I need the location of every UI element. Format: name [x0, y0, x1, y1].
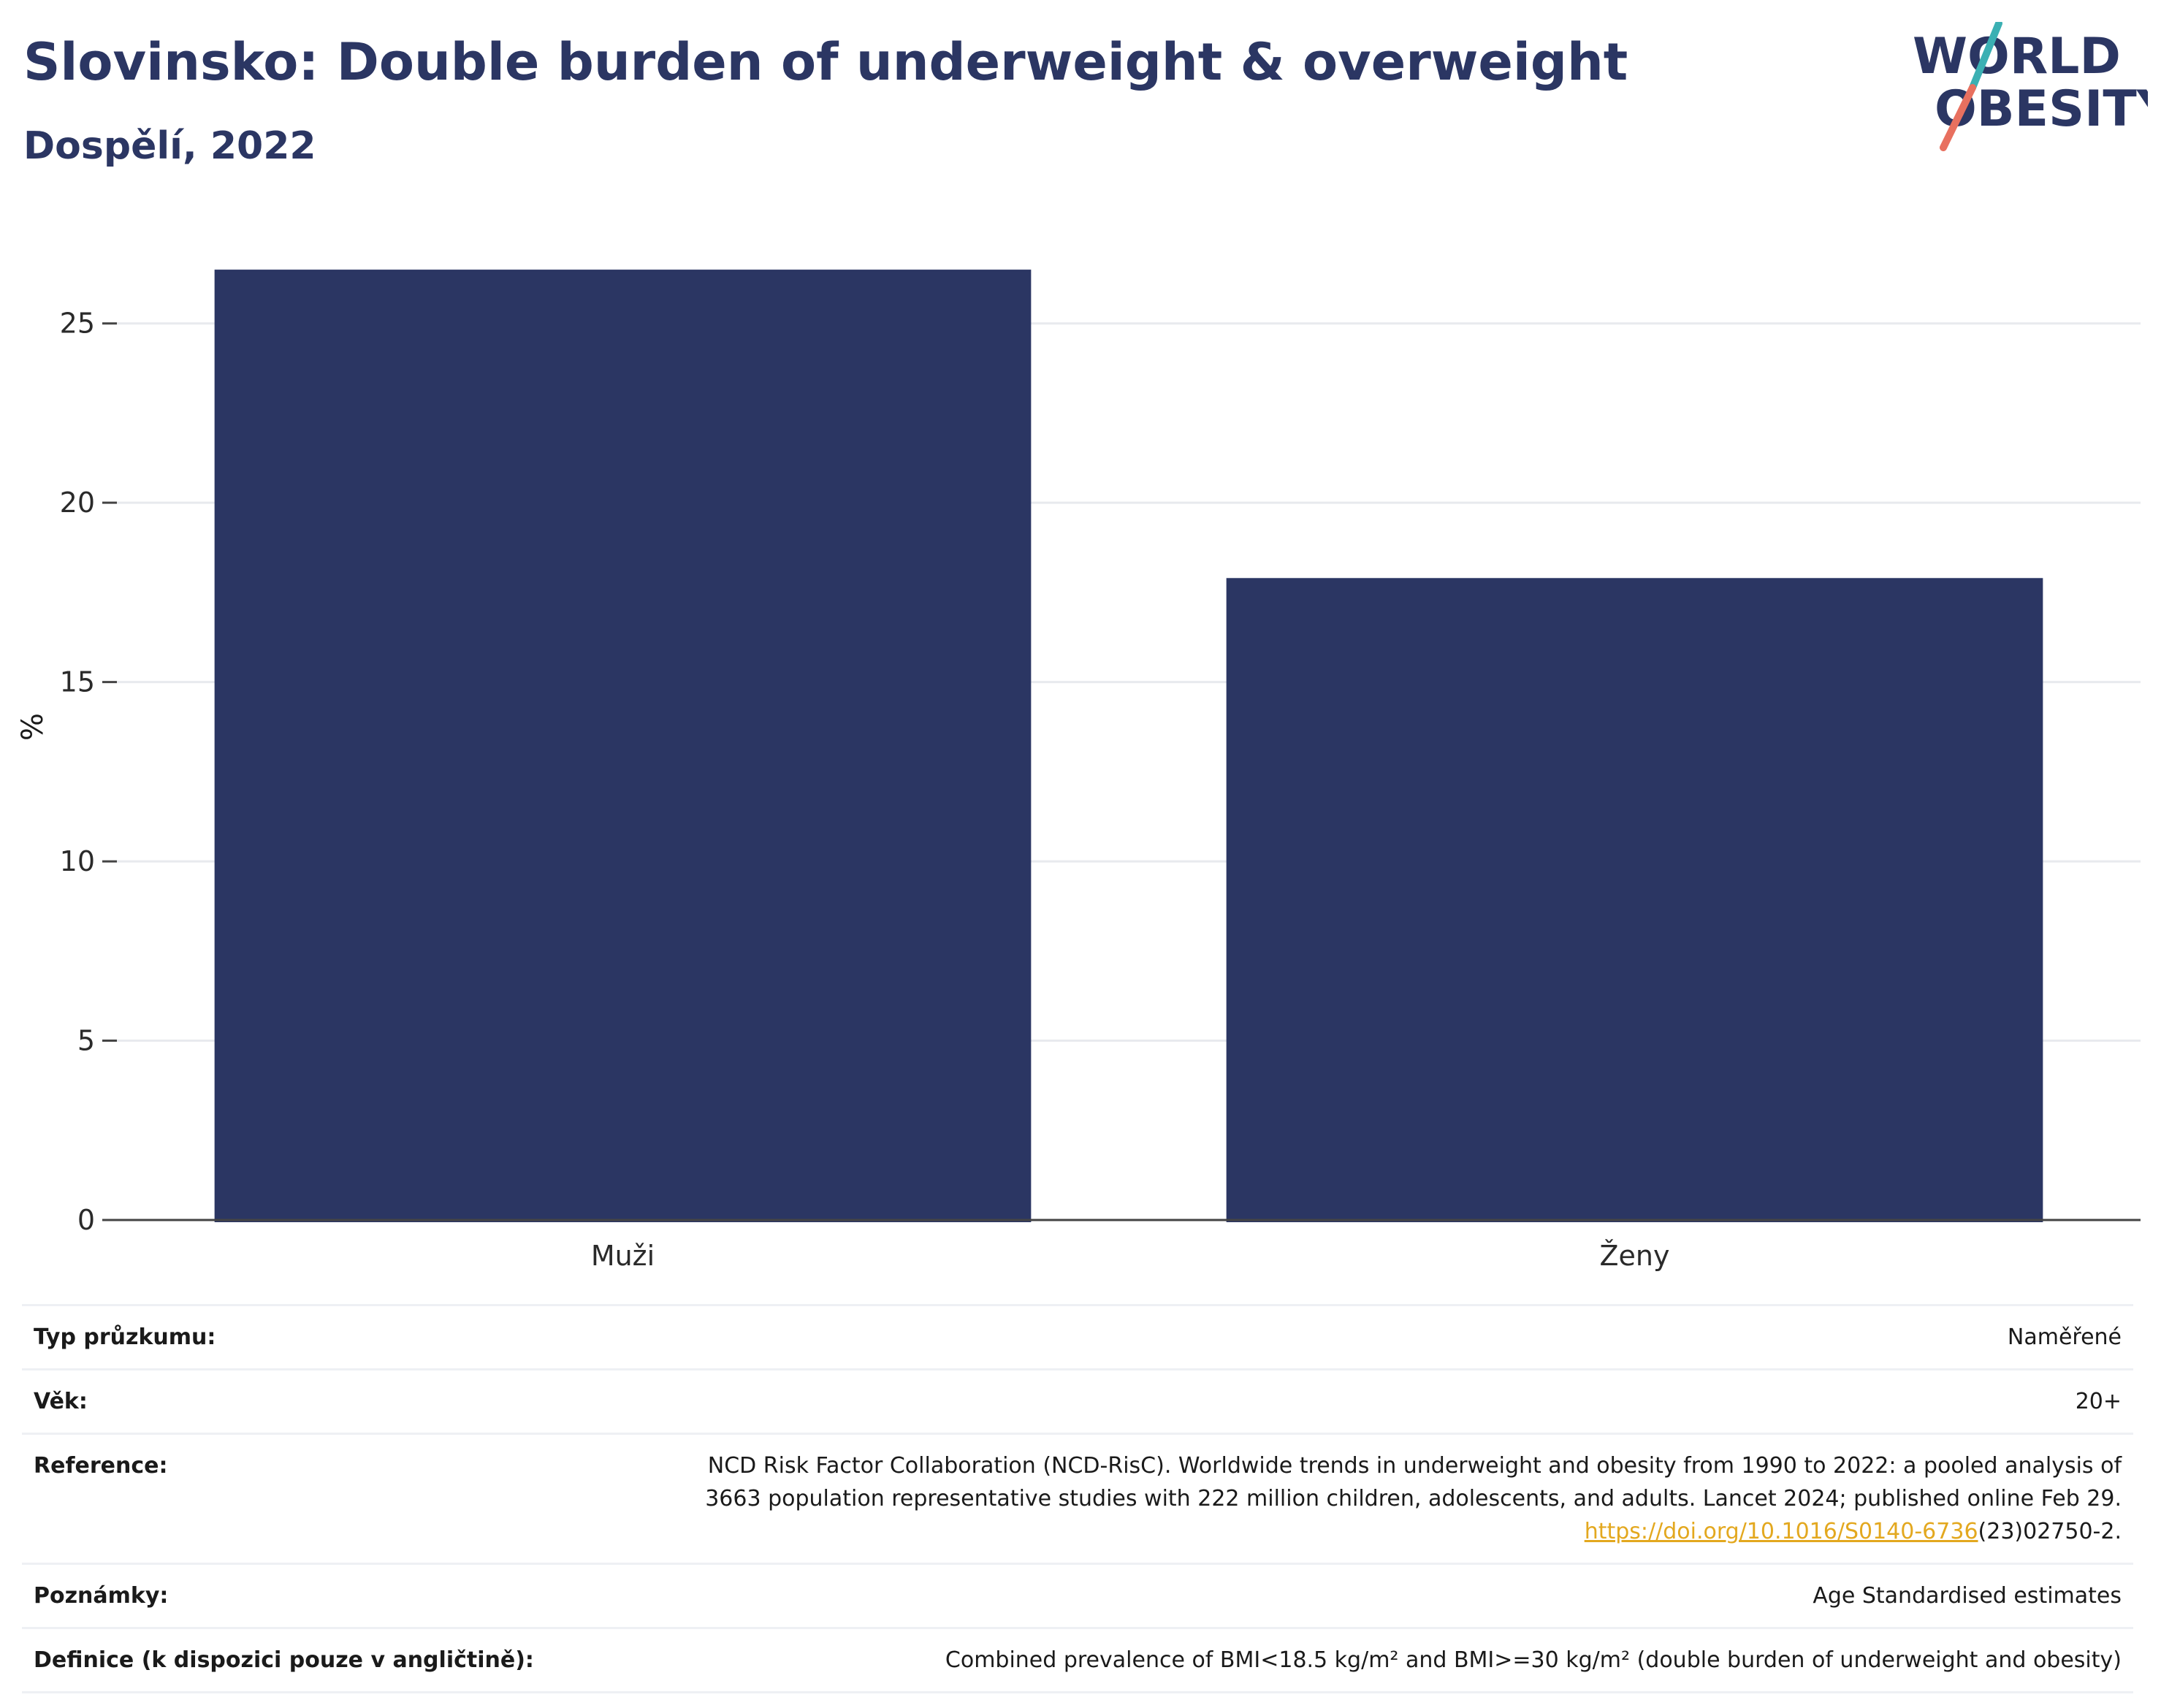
- logo-slash-teal: [1969, 22, 2002, 91]
- y-axis-title: %: [16, 713, 50, 741]
- bars: [214, 270, 2043, 1222]
- reference-doi-link[interactable]: https://doi.org/10.1016/S0140-6736: [1584, 1519, 1978, 1544]
- info-row-definition: Definice (k dispozici pouze v angličtině…: [22, 1627, 2133, 1693]
- age-label: Věk:: [22, 1368, 557, 1435]
- y-tick-label: 0: [77, 1204, 95, 1236]
- x-tick-label: Ženy: [1600, 1240, 1670, 1272]
- logo-slash-coral: [1940, 84, 1976, 151]
- info-row-reference: Reference: NCD Risk Factor Collaboration…: [22, 1433, 2133, 1565]
- world-obesity-logo[interactable]: WORLD OBESITY: [1899, 22, 2148, 153]
- reference-line-1: NCD Risk Factor Collaboration (NCD-RisC)…: [707, 1453, 2122, 1479]
- y-tick-labels: 0 5 10 15 20 25: [60, 308, 117, 1236]
- notes-label: Poznámky:: [22, 1563, 557, 1629]
- y-tick-label: 5: [77, 1025, 95, 1057]
- chart-subtitle: Dospělí, 2022: [23, 124, 316, 168]
- bar-1[interactable]: [214, 270, 1032, 1222]
- survey-type-value: Naměřené: [557, 1304, 2133, 1370]
- reference-value: NCD Risk Factor Collaboration (NCD-RisC)…: [557, 1433, 2133, 1565]
- notes-value: Age Standardised estimates: [557, 1563, 2133, 1629]
- logo-word-obesity: OBESITY: [1935, 80, 2148, 138]
- y-tick-label: 25: [60, 308, 95, 340]
- y-tick-label: 15: [60, 666, 95, 698]
- chart-title: Slovinsko: Double burden of underweight …: [23, 32, 1628, 92]
- survey-type-label: Typ průzkumu:: [22, 1304, 557, 1370]
- reference-line-2: 3663 population representative studies w…: [705, 1486, 2122, 1511]
- logo-word-world: WORLD: [1913, 28, 2121, 85]
- age-value: 20+: [557, 1368, 2133, 1435]
- bar-chart: 0 5 10 15 20 25 Muži Ženy %: [16, 270, 2141, 1272]
- y-tick-label: 20: [60, 487, 95, 519]
- x-tick-labels: Muži Ženy: [591, 1240, 1670, 1272]
- info-row-age: Věk: 20+: [22, 1368, 2133, 1435]
- info-table: Typ průzkumu: Naměřené Věk: 20+ Referenc…: [22, 1304, 2133, 1693]
- definition-value: Combined prevalence of BMI<18.5 kg/m² an…: [557, 1627, 2133, 1693]
- reference-doi-suffix: (23)02750-2.: [1978, 1519, 2122, 1544]
- info-row-survey-type: Typ průzkumu: Naměřené: [22, 1304, 2133, 1370]
- definition-label: Definice (k dispozici pouze v angličtině…: [22, 1627, 557, 1693]
- y-tick-label: 10: [60, 845, 95, 877]
- reference-label: Reference:: [22, 1433, 557, 1565]
- info-row-notes: Poznámky: Age Standardised estimates: [22, 1563, 2133, 1629]
- bar-2[interactable]: [1226, 578, 2043, 1222]
- x-tick-label: Muži: [591, 1240, 655, 1272]
